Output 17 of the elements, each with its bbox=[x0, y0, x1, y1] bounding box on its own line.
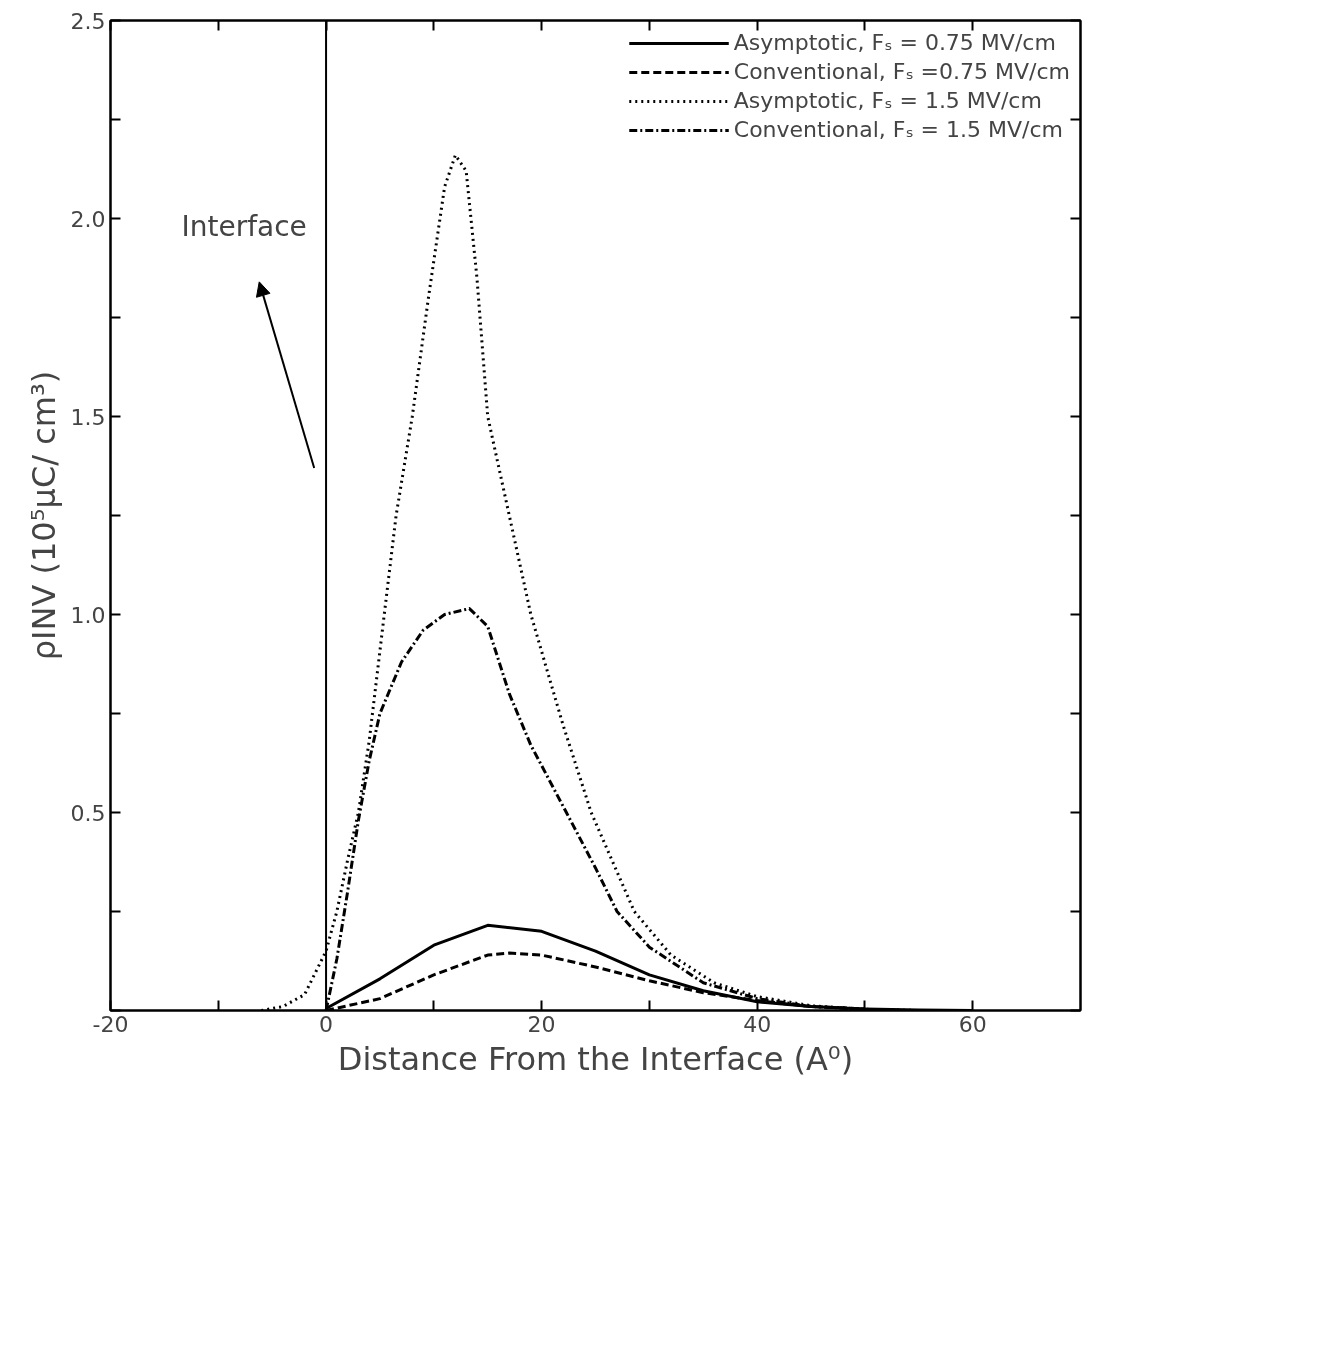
x-axis-title: Distance From the Interface (A⁰) bbox=[337, 1039, 854, 1078]
legend-label: Asymptotic, Fₛ = 0.75 MV/cm bbox=[733, 30, 1056, 55]
y-tick-label: 1.5 bbox=[70, 404, 106, 430]
annotation: Interface bbox=[181, 209, 307, 243]
y-axis-title: ρINV (10⁵μC/ cm³) bbox=[24, 370, 63, 661]
x-tick-label: 20 bbox=[527, 1011, 556, 1037]
x-tick-label: 0 bbox=[319, 1011, 334, 1037]
y-tick-label: 0.5 bbox=[70, 800, 106, 826]
x-tick-label: -20 bbox=[92, 1011, 129, 1037]
legend-label: Conventional, Fₛ =0.75 MV/cm bbox=[733, 59, 1070, 84]
y-tick-label: 2.5 bbox=[70, 8, 106, 34]
x-tick-label: 60 bbox=[958, 1011, 987, 1037]
x-tick-label: 40 bbox=[743, 1011, 772, 1037]
legend-label: Conventional, Fₛ = 1.5 MV/cm bbox=[733, 117, 1063, 142]
y-tick-label: 2.0 bbox=[70, 206, 106, 232]
legend-label: Asymptotic, Fₛ = 1.5 MV/cm bbox=[733, 88, 1042, 113]
y-tick-label: 1.0 bbox=[70, 602, 106, 628]
